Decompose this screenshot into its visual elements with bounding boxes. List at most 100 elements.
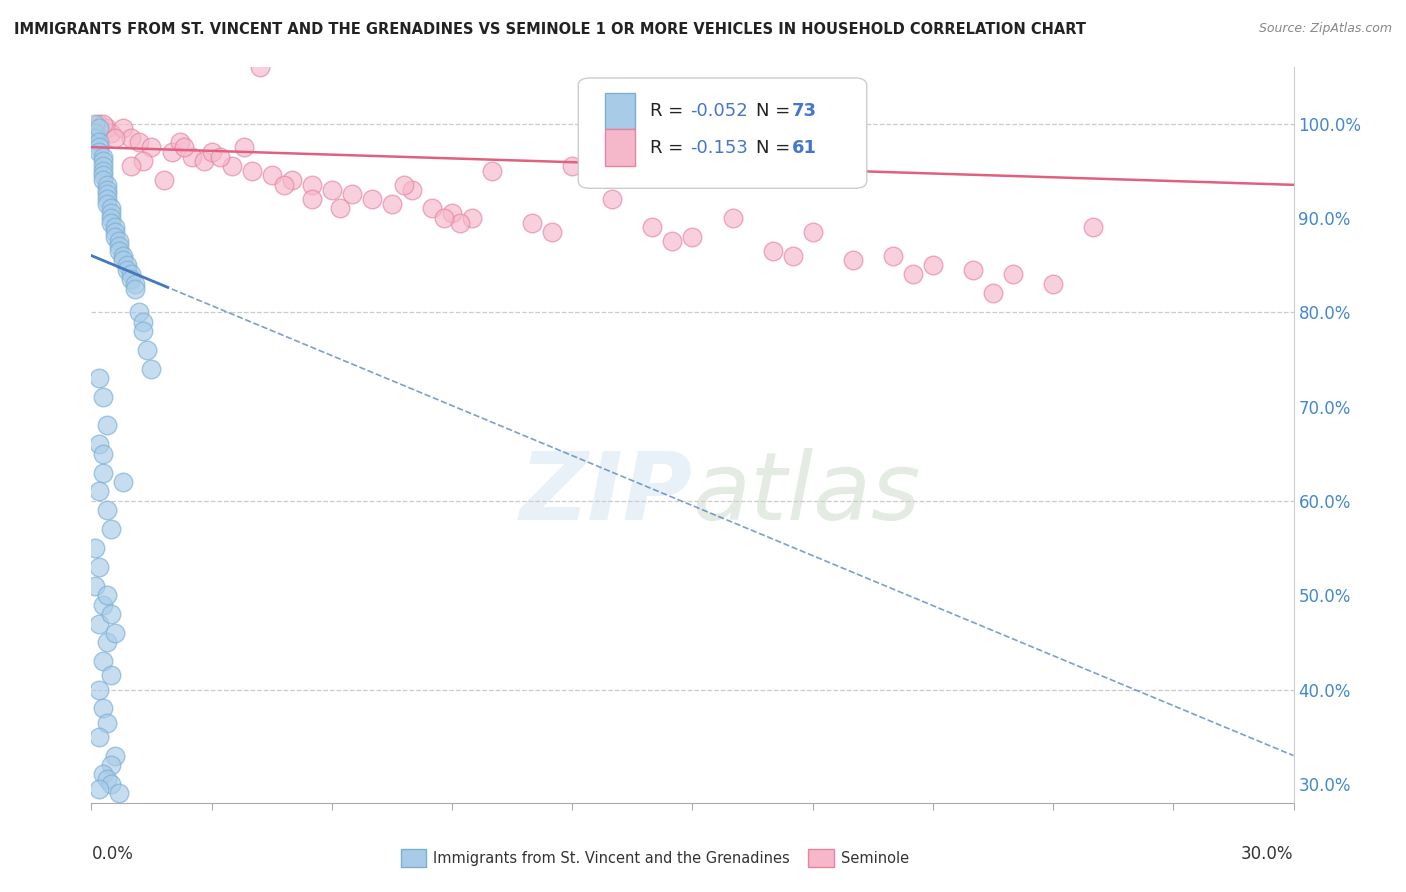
Point bbox=[117, 262, 139, 277]
Point bbox=[180, 149, 202, 163]
Point bbox=[100, 202, 122, 216]
Point bbox=[96, 715, 118, 730]
Text: ZIP: ZIP bbox=[520, 448, 692, 540]
Point bbox=[132, 154, 155, 169]
Point bbox=[96, 192, 118, 206]
Point bbox=[128, 136, 150, 150]
FancyBboxPatch shape bbox=[578, 78, 866, 188]
Point bbox=[132, 315, 155, 329]
Point bbox=[89, 116, 111, 130]
Point bbox=[901, 268, 924, 282]
Point bbox=[93, 654, 115, 668]
Point bbox=[89, 560, 111, 574]
Point bbox=[541, 225, 564, 239]
Point bbox=[1083, 220, 1105, 235]
Point bbox=[104, 130, 127, 145]
Point bbox=[108, 235, 131, 249]
FancyBboxPatch shape bbox=[605, 93, 634, 129]
Point bbox=[93, 149, 115, 163]
Point bbox=[1001, 268, 1024, 282]
Point bbox=[89, 371, 111, 385]
Point bbox=[121, 272, 143, 286]
Point bbox=[121, 130, 143, 145]
Point bbox=[169, 136, 191, 150]
Point bbox=[433, 211, 456, 225]
Point bbox=[100, 668, 122, 682]
Point bbox=[661, 235, 683, 249]
Point bbox=[520, 216, 543, 230]
Point bbox=[273, 178, 295, 192]
Point bbox=[96, 196, 118, 211]
Point bbox=[392, 178, 415, 192]
Point bbox=[449, 216, 471, 230]
Point bbox=[100, 607, 122, 621]
Point bbox=[96, 503, 118, 517]
Point bbox=[124, 282, 146, 296]
Point bbox=[221, 159, 243, 173]
Point bbox=[340, 187, 363, 202]
Point bbox=[301, 192, 323, 206]
Point bbox=[104, 748, 127, 763]
Point bbox=[132, 324, 155, 338]
Point bbox=[96, 772, 118, 787]
Point bbox=[381, 196, 404, 211]
Point bbox=[104, 626, 127, 640]
Text: 73: 73 bbox=[792, 102, 817, 120]
Point bbox=[96, 121, 118, 136]
Point bbox=[841, 253, 863, 268]
Point bbox=[201, 145, 224, 159]
Text: 0.0%: 0.0% bbox=[91, 846, 134, 863]
Point bbox=[121, 159, 143, 173]
Point bbox=[681, 229, 703, 244]
Point bbox=[96, 178, 118, 192]
Point bbox=[89, 484, 111, 499]
Point bbox=[100, 206, 122, 220]
Point bbox=[89, 437, 111, 451]
Point bbox=[96, 182, 118, 196]
Point bbox=[721, 211, 744, 225]
Point bbox=[360, 192, 382, 206]
Point bbox=[104, 220, 127, 235]
Point bbox=[100, 777, 122, 791]
Point bbox=[93, 116, 115, 130]
Point bbox=[89, 682, 111, 697]
Text: atlas: atlas bbox=[692, 448, 921, 540]
Text: IMMIGRANTS FROM ST. VINCENT AND THE GRENADINES VS SEMINOLE 1 OR MORE VEHICLES IN: IMMIGRANTS FROM ST. VINCENT AND THE GREN… bbox=[14, 22, 1085, 37]
Point bbox=[141, 361, 163, 376]
Point bbox=[260, 169, 283, 183]
Point bbox=[100, 216, 122, 230]
Point bbox=[104, 229, 127, 244]
Point bbox=[89, 145, 111, 159]
Point bbox=[93, 767, 115, 781]
Point bbox=[117, 258, 139, 272]
Point bbox=[93, 701, 115, 715]
Point bbox=[420, 202, 443, 216]
Text: R =: R = bbox=[651, 102, 689, 120]
Point bbox=[89, 781, 111, 796]
Point bbox=[89, 136, 111, 150]
Point bbox=[193, 154, 215, 169]
Point bbox=[401, 182, 423, 196]
Point bbox=[981, 286, 1004, 301]
Point bbox=[112, 249, 135, 263]
Point bbox=[602, 192, 624, 206]
Point bbox=[329, 202, 352, 216]
Point bbox=[93, 154, 115, 169]
Point bbox=[1042, 277, 1064, 291]
Point bbox=[93, 598, 115, 612]
Point bbox=[84, 116, 107, 130]
Point bbox=[93, 447, 115, 461]
Text: -0.153: -0.153 bbox=[690, 139, 748, 157]
Point bbox=[561, 159, 583, 173]
Point bbox=[84, 126, 107, 140]
Point bbox=[112, 253, 135, 268]
Point bbox=[100, 126, 122, 140]
Point bbox=[461, 211, 484, 225]
Point bbox=[93, 390, 115, 404]
Point bbox=[240, 163, 263, 178]
Point bbox=[96, 187, 118, 202]
Point bbox=[321, 182, 343, 196]
Point bbox=[281, 173, 304, 187]
Text: R =: R = bbox=[651, 139, 689, 157]
Point bbox=[96, 418, 118, 433]
